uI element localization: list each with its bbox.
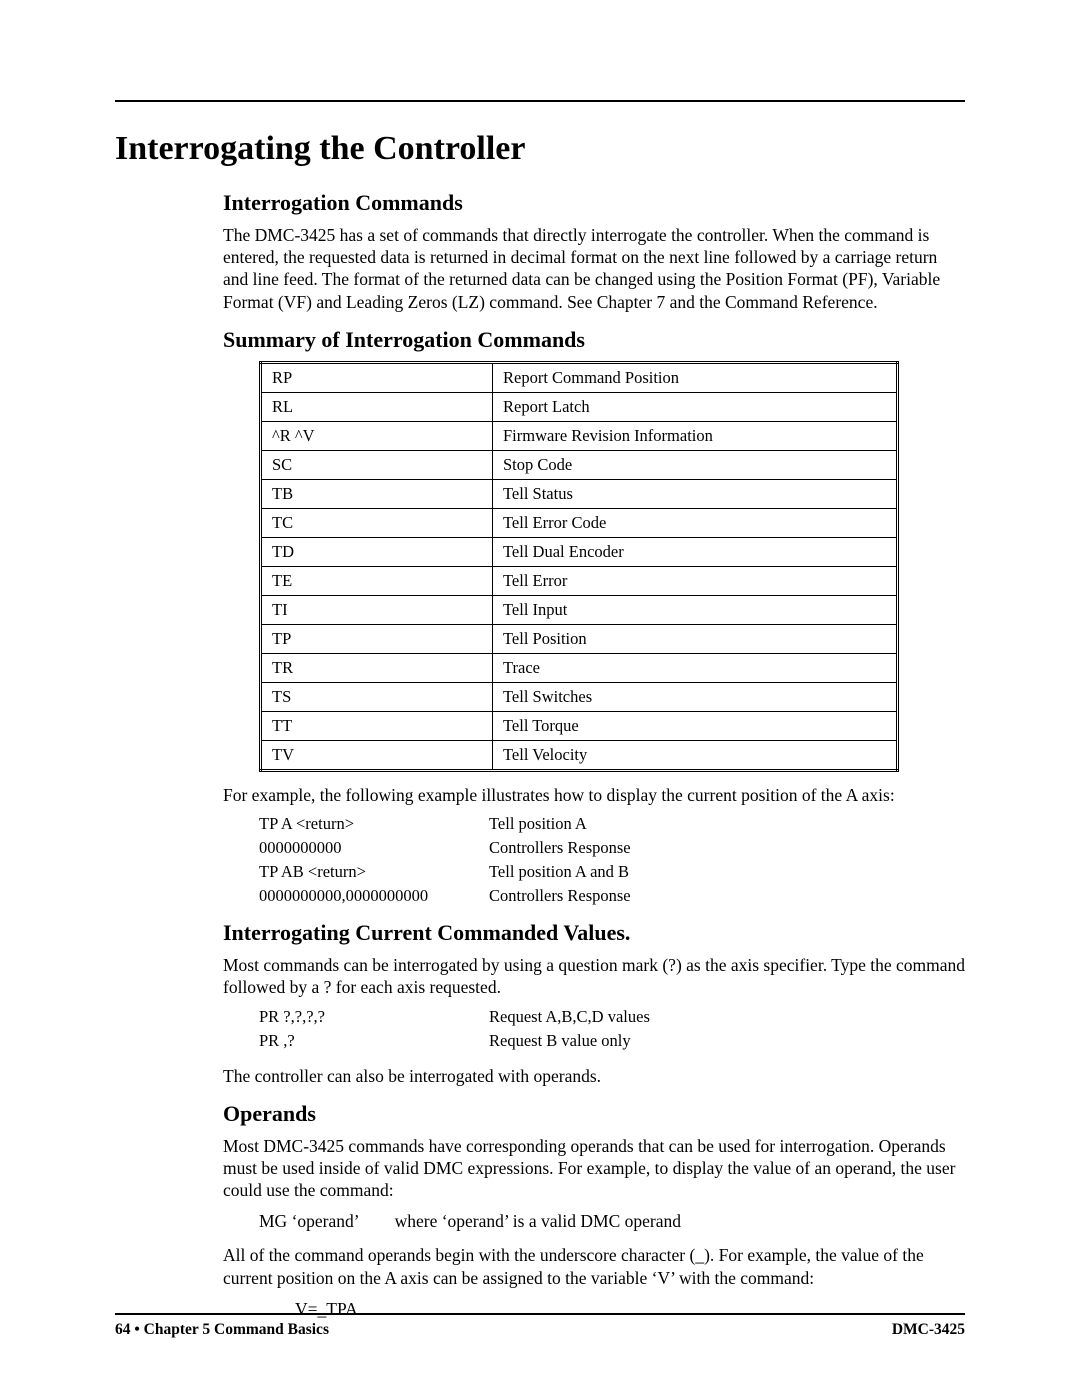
footer-left: 64 • Chapter 5 Command Basics: [115, 1321, 329, 1339]
after-examples: The controller can also be interrogated …: [223, 1065, 965, 1202]
table-cell: TV: [261, 740, 493, 770]
paragraph: Most commands can be interrogated by usi…: [223, 954, 965, 998]
table-cell: Firmware Revision Information: [493, 421, 898, 450]
example-command: TP AB <return>: [259, 862, 489, 882]
page-footer: 64 • Chapter 5 Command Basics DMC-3425: [115, 1313, 965, 1339]
table-row: TTTell Torque: [261, 711, 898, 740]
example-row: 0000000000,0000000000Controllers Respons…: [259, 886, 965, 906]
table-row: TVTell Velocity: [261, 740, 898, 770]
table-cell: Report Command Position: [493, 362, 898, 392]
example-description: Tell position A and B: [489, 862, 629, 882]
table-row: TETell Error: [261, 566, 898, 595]
table-cell: Tell Dual Encoder: [493, 537, 898, 566]
table-cell: Tell Status: [493, 479, 898, 508]
table-row: TPTell Position: [261, 624, 898, 653]
table-cell: TP: [261, 624, 493, 653]
operands-continued: All of the command operands begin with t…: [223, 1244, 965, 1288]
table-cell: TC: [261, 508, 493, 537]
table-row: TBTell Status: [261, 479, 898, 508]
table-row: TITell Input: [261, 595, 898, 624]
table-row: RPReport Command Position: [261, 362, 898, 392]
example-row: 0000000000Controllers Response: [259, 838, 965, 858]
paragraph: The DMC-3425 has a set of commands that …: [223, 224, 965, 313]
table-row: TRTrace: [261, 653, 898, 682]
table-cell: Tell Switches: [493, 682, 898, 711]
example-description: Controllers Response: [489, 838, 631, 858]
table-cell: Tell Velocity: [493, 740, 898, 770]
table-cell: Tell Input: [493, 595, 898, 624]
interrogation-commands-table: RPReport Command PositionRLReport Latch^…: [259, 361, 899, 772]
example-row: TP AB <return>Tell position A and B: [259, 862, 965, 882]
table-cell: TT: [261, 711, 493, 740]
subheading: Interrogating Current Commanded Values.: [223, 920, 965, 946]
paragraph: For example, the following example illus…: [223, 784, 965, 806]
example-command: 0000000000: [259, 838, 489, 858]
table-cell: TR: [261, 653, 493, 682]
table-cell: Trace: [493, 653, 898, 682]
example-description: Request B value only: [489, 1031, 631, 1051]
paragraph: Most DMC-3425 commands have correspondin…: [223, 1135, 965, 1202]
subheading: Operands: [223, 1101, 965, 1127]
top-rule: [115, 100, 965, 102]
table-cell: Report Latch: [493, 392, 898, 421]
position-example-list: TP A <return>Tell position A0000000000Co…: [259, 814, 965, 906]
example-description: Controllers Response: [489, 886, 631, 906]
example-command: PR ,?: [259, 1031, 489, 1051]
table-cell: TB: [261, 479, 493, 508]
table-cell: Tell Torque: [493, 711, 898, 740]
table-row: RLReport Latch: [261, 392, 898, 421]
table-cell: TS: [261, 682, 493, 711]
table-cell: Tell Position: [493, 624, 898, 653]
example-command: TP A <return>: [259, 814, 489, 834]
table-cell: Stop Code: [493, 450, 898, 479]
example-description: Tell position A: [489, 814, 587, 834]
mg-operand-line: MG ‘operand’ where ‘operand’ is a valid …: [259, 1211, 965, 1232]
table-cell: TD: [261, 537, 493, 566]
subheading: Interrogation Commands: [223, 190, 965, 216]
example-row: TP A <return>Tell position A: [259, 814, 965, 834]
table-row: SCStop Code: [261, 450, 898, 479]
table-cell: Tell Error Code: [493, 508, 898, 537]
paragraph: All of the command operands begin with t…: [223, 1244, 965, 1288]
table-row: TSTell Switches: [261, 682, 898, 711]
example-command: PR ?,?,?,?: [259, 1007, 489, 1027]
subheading: Summary of Interrogation Commands: [223, 327, 965, 353]
paragraph: The controller can also be interrogated …: [223, 1065, 965, 1087]
section-interrogating-values: Interrogating Current Commanded Values. …: [223, 920, 965, 998]
table-cell: TI: [261, 595, 493, 624]
table-row: TCTell Error Code: [261, 508, 898, 537]
pr-example-list: PR ?,?,?,?Request A,B,C,D valuesPR ,?Req…: [259, 1007, 965, 1051]
table-cell: RL: [261, 392, 493, 421]
example-row: PR ?,?,?,?Request A,B,C,D values: [259, 1007, 965, 1027]
table-row: TDTell Dual Encoder: [261, 537, 898, 566]
table-cell: ^R ^V: [261, 421, 493, 450]
section-interrogation-commands: Interrogation Commands The DMC-3425 has …: [223, 190, 965, 353]
table-cell: RP: [261, 362, 493, 392]
example-row: PR ,?Request B value only: [259, 1031, 965, 1051]
page: Interrogating the Controller Interrogati…: [0, 0, 1080, 1397]
table-row: ^R ^VFirmware Revision Information: [261, 421, 898, 450]
after-table: For example, the following example illus…: [223, 784, 965, 806]
example-command: 0000000000,0000000000: [259, 886, 489, 906]
table-cell: TE: [261, 566, 493, 595]
table-cell: SC: [261, 450, 493, 479]
example-description: Request A,B,C,D values: [489, 1007, 650, 1027]
table-cell: Tell Error: [493, 566, 898, 595]
footer-right: DMC-3425: [892, 1321, 965, 1339]
page-title: Interrogating the Controller: [115, 130, 965, 168]
